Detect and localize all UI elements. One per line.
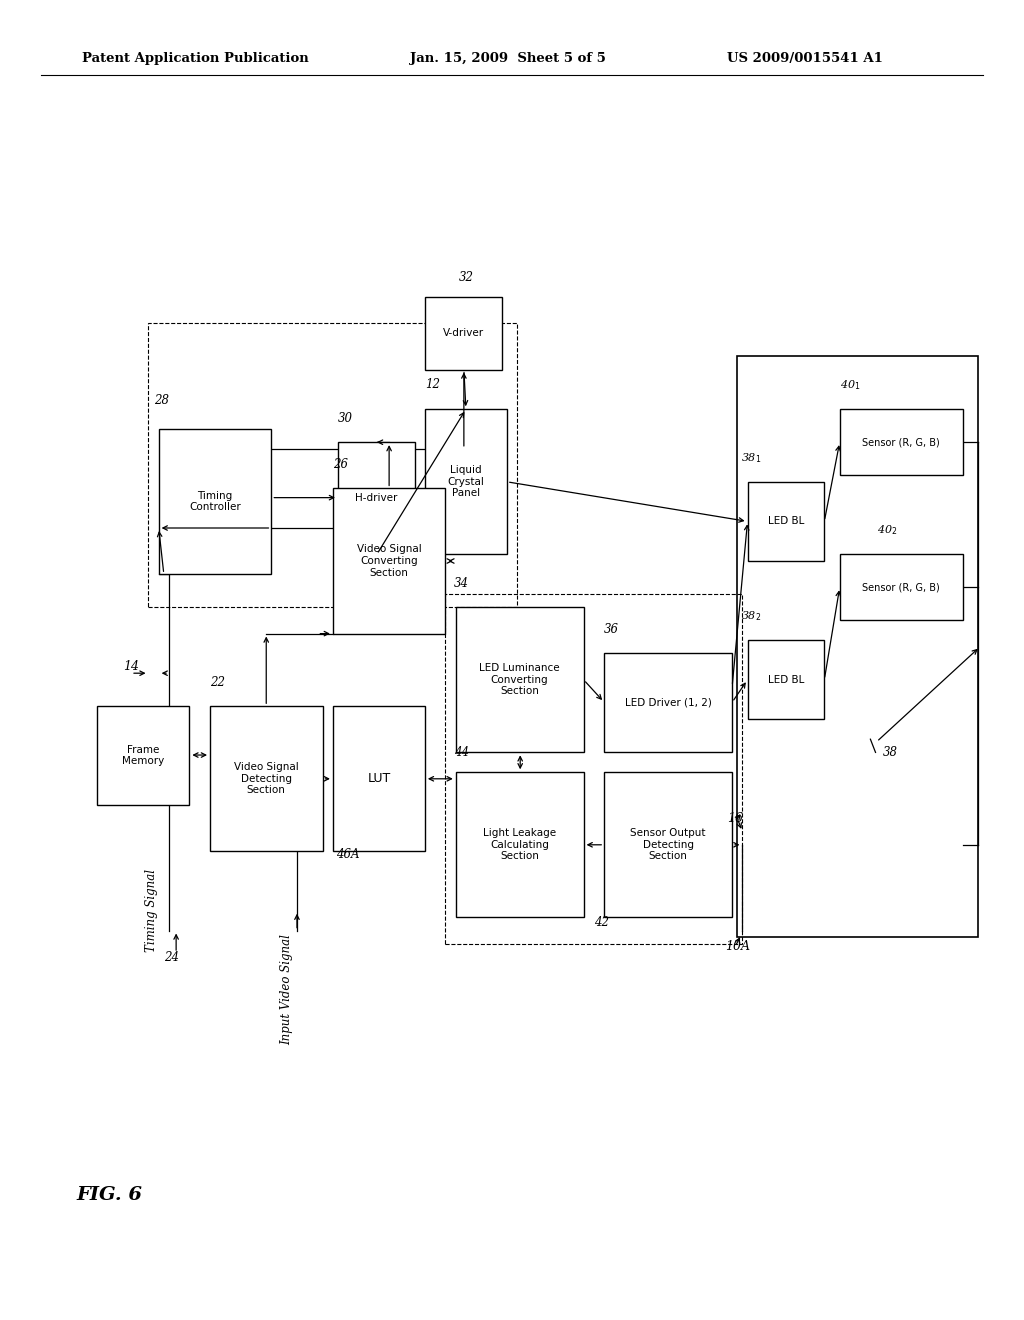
FancyBboxPatch shape	[97, 706, 189, 805]
Text: 44: 44	[454, 746, 469, 759]
Text: 36: 36	[604, 623, 620, 636]
Text: 24: 24	[164, 950, 179, 964]
FancyBboxPatch shape	[425, 297, 502, 370]
Text: 16: 16	[727, 812, 743, 825]
FancyBboxPatch shape	[333, 488, 445, 634]
Text: LED Driver (1, 2): LED Driver (1, 2)	[625, 698, 712, 708]
Text: Video Signal
Detecting
Section: Video Signal Detecting Section	[233, 762, 299, 796]
Text: 28: 28	[154, 393, 169, 407]
Text: LED BL: LED BL	[768, 516, 804, 527]
FancyBboxPatch shape	[338, 442, 415, 554]
Text: Video Signal
Converting
Section: Video Signal Converting Section	[356, 544, 422, 578]
Text: 12: 12	[425, 378, 440, 391]
Text: 38: 38	[883, 746, 898, 759]
Text: Jan. 15, 2009  Sheet 5 of 5: Jan. 15, 2009 Sheet 5 of 5	[410, 51, 605, 65]
Text: H-driver: H-driver	[355, 494, 397, 503]
Text: 40$_2$: 40$_2$	[877, 524, 897, 537]
Text: Sensor (R, G, B): Sensor (R, G, B)	[862, 437, 940, 447]
Text: Frame
Memory: Frame Memory	[122, 744, 165, 767]
FancyBboxPatch shape	[748, 482, 824, 561]
Text: Timing
Controller: Timing Controller	[189, 491, 241, 512]
Text: 14: 14	[123, 660, 139, 673]
FancyBboxPatch shape	[840, 409, 963, 475]
FancyBboxPatch shape	[333, 706, 425, 851]
Text: FIG. 6: FIG. 6	[77, 1185, 142, 1204]
Text: 22: 22	[210, 676, 225, 689]
FancyBboxPatch shape	[840, 554, 963, 620]
Text: 30: 30	[338, 412, 353, 425]
Text: 34: 34	[454, 577, 469, 590]
Text: LED BL: LED BL	[768, 675, 804, 685]
Text: 42: 42	[594, 916, 609, 929]
Text: 46A: 46A	[336, 847, 359, 861]
Text: Patent Application Publication: Patent Application Publication	[82, 51, 308, 65]
Text: Sensor (R, G, B): Sensor (R, G, B)	[862, 582, 940, 593]
FancyBboxPatch shape	[456, 772, 584, 917]
Text: 26: 26	[333, 458, 348, 471]
Text: LUT: LUT	[368, 772, 390, 785]
Text: Input Video Signal: Input Video Signal	[281, 935, 293, 1045]
Text: 38$_1$: 38$_1$	[741, 451, 762, 465]
FancyBboxPatch shape	[604, 772, 732, 917]
Text: 40$_1$: 40$_1$	[840, 379, 860, 392]
Text: 38$_2$: 38$_2$	[741, 610, 762, 623]
Text: Timing Signal: Timing Signal	[145, 870, 158, 952]
Text: Liquid
Crystal
Panel: Liquid Crystal Panel	[447, 465, 484, 499]
Text: Light Leakage
Calculating
Section: Light Leakage Calculating Section	[483, 828, 556, 862]
Text: US 2009/0015541 A1: US 2009/0015541 A1	[727, 51, 883, 65]
FancyBboxPatch shape	[456, 607, 584, 752]
Text: 10A: 10A	[725, 940, 750, 953]
FancyBboxPatch shape	[159, 429, 271, 574]
Text: Sensor Output
Detecting
Section: Sensor Output Detecting Section	[631, 828, 706, 862]
FancyBboxPatch shape	[425, 409, 507, 554]
FancyBboxPatch shape	[210, 706, 323, 851]
Text: 32: 32	[459, 271, 474, 284]
FancyBboxPatch shape	[748, 640, 824, 719]
Text: V-driver: V-driver	[442, 329, 484, 338]
Text: LED Luminance
Converting
Section: LED Luminance Converting Section	[479, 663, 560, 697]
FancyBboxPatch shape	[604, 653, 732, 752]
